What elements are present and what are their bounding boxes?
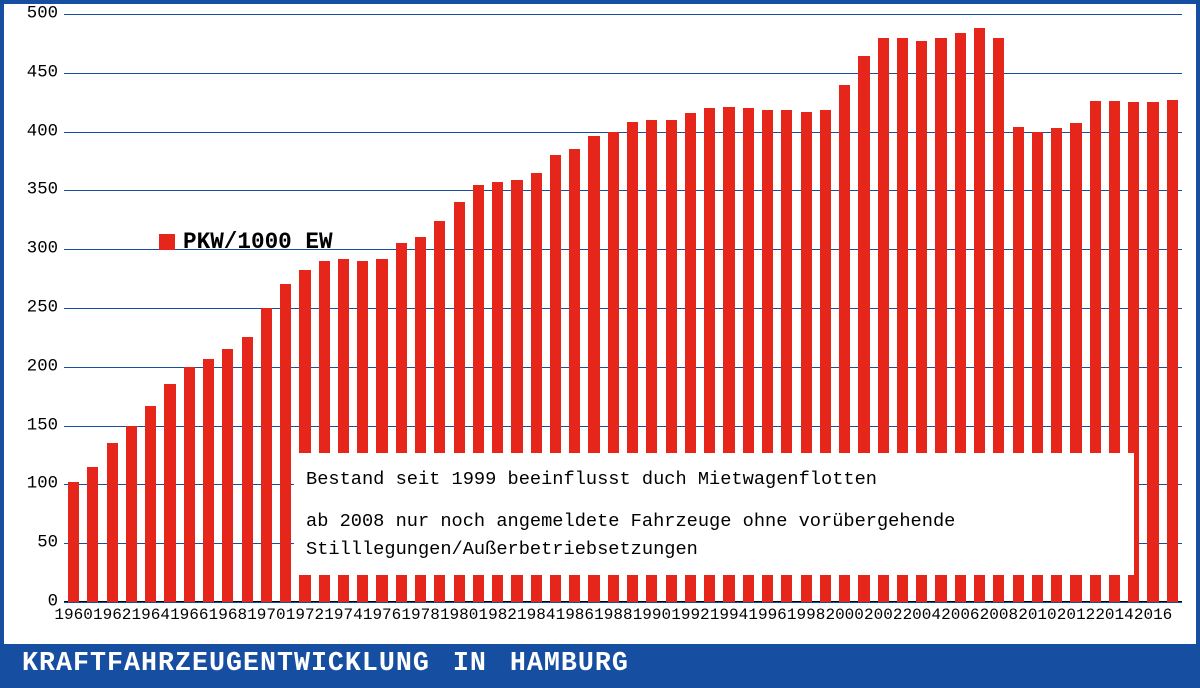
y-gridline [64, 14, 1182, 15]
annotation-line-2: ab 2008 nur noch angemeldete Fahrzeuge o… [306, 507, 1122, 563]
bar [184, 367, 195, 602]
y-tick-label: 450 [27, 63, 64, 82]
bar [222, 349, 233, 602]
x-tick-label: 1968 [209, 602, 247, 624]
y-tick-label: 300 [27, 240, 64, 259]
x-tick-label: 2006 [941, 602, 979, 624]
bar [126, 426, 137, 602]
x-tick-label: 1994 [710, 602, 748, 624]
x-tick-label: 1964 [132, 602, 170, 624]
x-tick-label: 2008 [980, 602, 1018, 624]
annotation-line-1: Bestand seit 1999 beeinflusst duch Mietw… [306, 465, 1122, 493]
y-tick-label: 100 [27, 475, 64, 494]
bar [1147, 102, 1158, 602]
y-tick-label: 350 [27, 181, 64, 200]
bar [87, 467, 98, 602]
bar [107, 443, 118, 602]
y-tick-label: 200 [27, 357, 64, 376]
bar [1167, 100, 1178, 602]
x-tick-label: 1962 [93, 602, 131, 624]
x-tick-label: 1998 [787, 602, 825, 624]
chart-annotation-box: Bestand seit 1999 beeinflusst duch Mietw… [294, 453, 1134, 575]
x-tick-label: 1992 [671, 602, 709, 624]
x-tick-label: 1972 [286, 602, 324, 624]
x-tick-label: 2002 [864, 602, 902, 624]
x-tick-label: 1970 [247, 602, 285, 624]
x-tick-label: 1978 [401, 602, 439, 624]
x-tick-label: 2010 [1018, 602, 1056, 624]
bar [280, 284, 291, 602]
chart-title: KRAFTFAHRZEUGENTWICKLUNG IN HAMBURG [22, 649, 629, 679]
x-tick-label: 1982 [479, 602, 517, 624]
bar [261, 308, 272, 602]
y-tick-label: 250 [27, 299, 64, 318]
x-tick-label: 1984 [517, 602, 555, 624]
x-tick-label: 1996 [748, 602, 786, 624]
x-tick-label: 1976 [363, 602, 401, 624]
bar [68, 482, 79, 602]
x-tick-label: 1990 [633, 602, 671, 624]
legend: PKW/1000 EW [159, 229, 333, 255]
x-tick-label: 1988 [594, 602, 632, 624]
title-bar: KRAFTFAHRZEUGENTWICKLUNG IN HAMBURG [4, 644, 1196, 684]
x-tick-label: 1960 [54, 602, 92, 624]
x-tick-label: 2000 [825, 602, 863, 624]
legend-label: PKW/1000 EW [183, 229, 333, 255]
bar [203, 359, 214, 602]
x-tick-label: 1980 [440, 602, 478, 624]
y-tick-label: 150 [27, 416, 64, 435]
y-tick-label: 400 [27, 122, 64, 141]
x-tick-label: 1966 [170, 602, 208, 624]
bar [242, 337, 253, 602]
bar [164, 384, 175, 602]
x-tick-label: 2004 [903, 602, 941, 624]
x-tick-label: 1974 [324, 602, 362, 624]
x-tick-label: 1986 [556, 602, 594, 624]
legend-swatch [159, 234, 175, 250]
x-tick-label: 2014 [1095, 602, 1133, 624]
bar [145, 406, 156, 602]
y-tick-label: 50 [37, 534, 64, 553]
x-tick-label: 2012 [1057, 602, 1095, 624]
x-tick-label: 2016 [1134, 602, 1172, 624]
y-gridline [64, 73, 1182, 74]
chart-container: 0501001502002503003504004505001960196219… [0, 0, 1200, 688]
y-tick-label: 500 [27, 5, 64, 24]
